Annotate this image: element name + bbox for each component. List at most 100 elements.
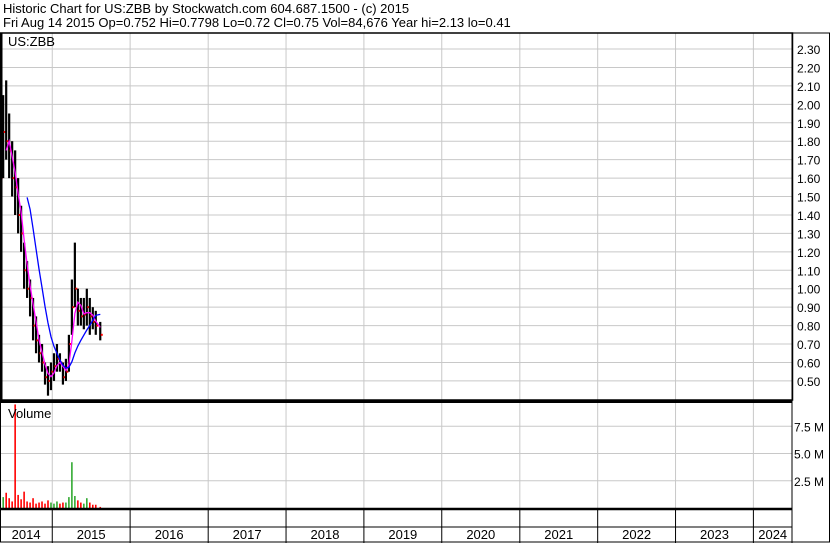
price-tick-label: 1.30 — [797, 227, 821, 241]
price-tick-label: 1.10 — [797, 264, 821, 278]
year-label: 2015 — [77, 527, 106, 542]
price-tick-label: 2.00 — [797, 98, 821, 112]
volume-bar — [99, 506, 102, 508]
price-tick-label: 2.20 — [797, 61, 821, 75]
price-tick-label: 1.90 — [797, 117, 821, 131]
symbol-label: US:ZBB — [8, 34, 55, 49]
volume-bar — [80, 502, 82, 508]
volume-bar — [50, 502, 52, 508]
close-tick — [72, 306, 75, 309]
price-tick-label: 0.70 — [797, 338, 821, 352]
quote-summary: Fri Aug 14 2015 Op=0.752 Hi=0.7798 Lo=0.… — [3, 15, 511, 30]
close-tick — [27, 287, 30, 290]
close-tick — [21, 232, 24, 235]
close-tick — [100, 333, 103, 336]
price-tick-label: 1.50 — [797, 191, 821, 205]
price-tick-label: 1.70 — [797, 154, 821, 168]
close-tick — [51, 370, 54, 373]
volume-bar — [8, 498, 10, 508]
year-label: 2014 — [12, 527, 41, 542]
chart-border — [0, 32, 830, 543]
volume-bar — [68, 497, 70, 508]
close-tick — [39, 352, 42, 355]
volume-bar — [86, 498, 88, 508]
volume-bar — [74, 496, 76, 508]
volume-bar — [71, 462, 73, 508]
volume-tick-label: 2.5 M — [794, 475, 824, 489]
volume-bar — [65, 502, 67, 508]
price-tick-label: 2.10 — [797, 80, 821, 94]
close-tick — [45, 376, 48, 379]
close-tick — [69, 343, 72, 346]
volume-bar — [41, 501, 43, 508]
volume-bar — [5, 492, 7, 508]
volume-bar — [91, 504, 94, 508]
close-tick — [33, 324, 36, 327]
year-label: 2020 — [466, 527, 495, 542]
long-moving-average-line — [26, 197, 101, 369]
volume-bar — [11, 501, 13, 508]
close-tick — [87, 306, 90, 309]
close-tick — [12, 177, 15, 180]
year-label: 2017 — [233, 527, 262, 542]
volume-bar — [14, 404, 16, 508]
close-tick — [42, 361, 45, 364]
volume-label: Volume — [8, 406, 51, 421]
year-label: 2021 — [544, 527, 573, 542]
price-tick-label: 1.20 — [797, 246, 821, 260]
volume-bar — [94, 504, 97, 508]
close-tick — [96, 324, 99, 327]
price-tick-label: 0.50 — [797, 375, 821, 389]
price-tick-label: 0.60 — [797, 356, 821, 370]
volume-tick-label: 7.5 M — [794, 420, 824, 434]
close-tick — [18, 213, 21, 216]
price-tick-label: 0.80 — [797, 320, 821, 334]
year-label: 2016 — [155, 527, 184, 542]
year-label: 2022 — [622, 527, 651, 542]
chart-title: Historic Chart for US:ZBB by Stockwatch.… — [3, 1, 410, 16]
volume-bar — [83, 503, 85, 508]
volume-bar — [62, 502, 64, 508]
close-tick — [36, 339, 39, 342]
volume-bar — [2, 497, 4, 508]
close-tick — [54, 365, 57, 368]
volume-bar — [47, 500, 49, 508]
volume-bar — [32, 498, 34, 508]
close-tick — [63, 376, 66, 379]
close-tick — [66, 370, 69, 373]
price-panel-border — [0, 32, 794, 401]
volume-bar — [38, 502, 40, 508]
close-tick — [81, 315, 84, 318]
volume-bar — [20, 499, 22, 508]
close-tick — [3, 130, 6, 133]
close-tick — [78, 309, 81, 312]
volume-bar — [26, 501, 28, 508]
close-tick — [48, 379, 51, 382]
price-tick-label: 1.80 — [797, 135, 821, 149]
year-label: 2023 — [700, 527, 729, 542]
short-moving-average-line — [5, 138, 101, 378]
year-label: 2019 — [388, 527, 417, 542]
volume-bar — [44, 503, 46, 508]
close-tick — [75, 287, 78, 290]
year-label: 2024 — [758, 527, 787, 542]
volume-bar — [35, 503, 37, 508]
volume-bar — [89, 502, 91, 508]
close-tick — [6, 140, 9, 143]
volume-bar — [59, 503, 61, 508]
volume-bar — [56, 501, 58, 508]
year-label: 2018 — [311, 527, 340, 542]
close-tick — [84, 313, 87, 316]
price-tick-label: 1.00 — [797, 283, 821, 297]
volume-bar — [23, 491, 25, 508]
volume-bar — [53, 503, 55, 508]
volume-tick-label: 5.0 M — [794, 448, 824, 462]
volume-bar — [77, 500, 79, 508]
price-tick-label: 2.30 — [797, 43, 821, 57]
close-tick — [93, 320, 96, 323]
close-tick — [24, 269, 27, 272]
close-tick — [90, 315, 93, 318]
volume-bar — [17, 494, 19, 508]
